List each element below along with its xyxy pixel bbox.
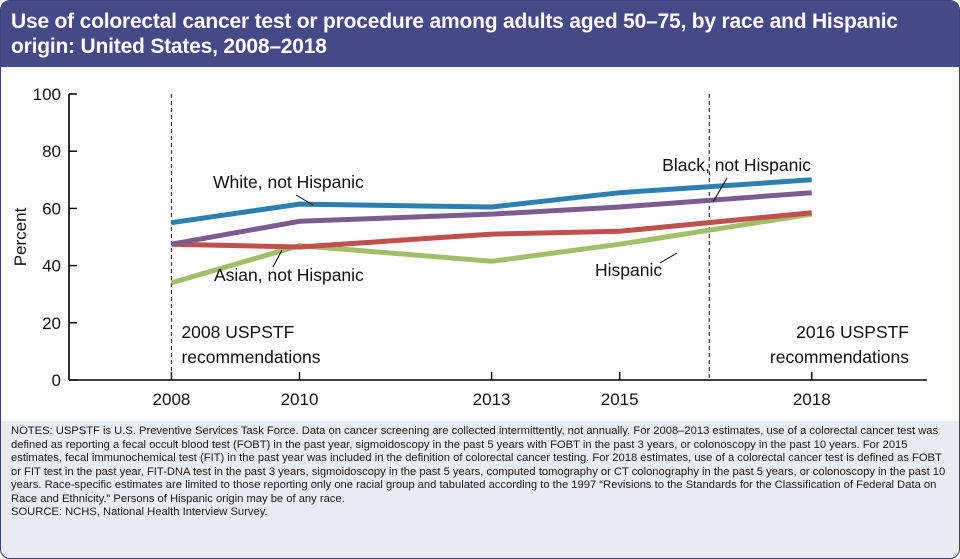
series-label: Black, not Hispanic — [662, 155, 811, 175]
series-line-hispanic — [170, 211, 813, 286]
notes-block: NOTES: USPSTF is U.S. Preventive Service… — [11, 425, 951, 520]
reference-label: 2008 USPSTF — [181, 322, 294, 342]
y-axis-label: Percent — [11, 207, 30, 266]
x-tick-label: 2010 — [281, 390, 319, 409]
series-line-white-not-hispanic — [171, 177, 812, 226]
reference-label: recommendations — [770, 347, 909, 367]
leader-line — [272, 249, 283, 268]
notes-text: NOTES: USPSTF is U.S. Preventive Service… — [11, 425, 946, 505]
source-text: SOURCE: NCHS, National Health Interview … — [11, 506, 268, 518]
series-label: Asian, not Hispanic — [214, 265, 364, 285]
leader-line — [712, 177, 728, 203]
y-tick-label: 60 — [42, 199, 61, 218]
chart-title: Use of colorectal cancer test or procedu… — [11, 10, 898, 58]
y-tick-label: 20 — [42, 314, 61, 333]
leader-line — [659, 252, 678, 264]
y-tick-label: 40 — [42, 257, 61, 276]
reference-label: 2016 USPSTF — [796, 322, 909, 342]
x-tick-label: 2018 — [793, 390, 831, 409]
series-label: Hispanic — [595, 260, 662, 280]
plot-area — [1, 67, 959, 421]
y-tick-label: 100 — [33, 85, 61, 104]
reference-label: recommendations — [181, 347, 320, 367]
series-line-asian-not-hispanic — [171, 210, 812, 250]
y-tick-label: 80 — [42, 142, 61, 161]
series-line-black-not-hispanic — [170, 190, 812, 247]
leader-line — [295, 194, 314, 206]
x-tick-label: 2008 — [153, 390, 191, 409]
title-banner: Use of colorectal cancer test or procedu… — [1, 1, 959, 67]
y-tick-label: 0 — [52, 371, 61, 390]
line-chart: 0 20 40 60 80 100 2008 2010 2013 2015 2018 Percent 2… — [11, 85, 927, 409]
x-tick-label: 2015 — [601, 390, 639, 409]
series-label: White, not Hispanic — [213, 172, 364, 192]
x-tick-label: 2013 — [473, 390, 511, 409]
